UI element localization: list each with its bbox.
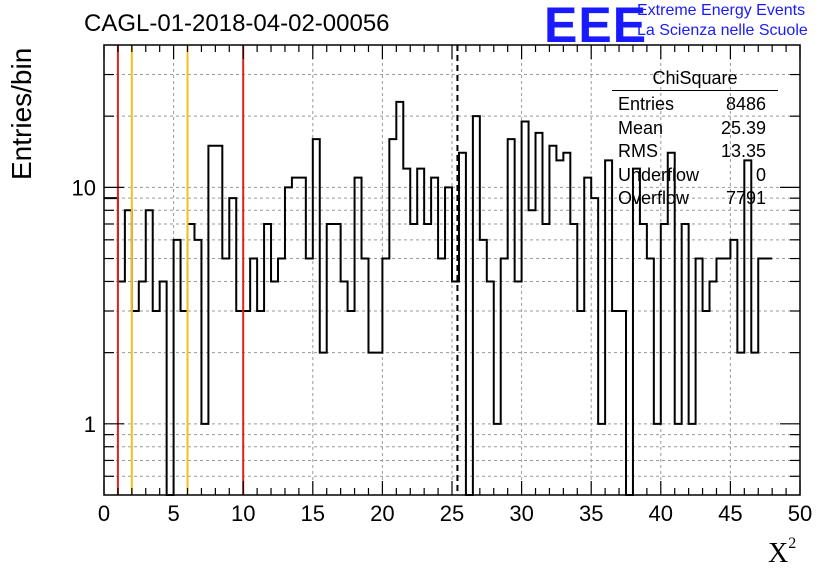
logo-text-line2: La Scienza nelle Scuole <box>637 22 808 39</box>
x-tick-label: 5 <box>167 501 179 526</box>
y-tick-label: 10 <box>72 175 96 200</box>
y-axis-label: Entries/bin <box>6 47 37 180</box>
logo-text-line1: Extreme Energy Events <box>637 2 806 19</box>
eee-logo: EEE <box>544 0 648 53</box>
x-tick-label: 50 <box>788 501 812 526</box>
histogram-line <box>104 100 773 496</box>
stats-row-rms: RMS 13.35 <box>618 141 766 161</box>
x-tick-label: 25 <box>440 501 464 526</box>
x-tick-label: 40 <box>649 501 673 526</box>
x-tick-label: 15 <box>301 501 325 526</box>
x-tick-label: 45 <box>718 501 742 526</box>
x-tick-label: 0 <box>98 501 110 526</box>
x-axis-label: X2 <box>768 534 797 569</box>
x-tick-label: 20 <box>370 501 394 526</box>
stats-row-overflow: Overflow 7791 <box>618 188 766 208</box>
chart-title: CAGL-01-2018-04-02-00056 <box>84 10 390 37</box>
stats-row-entries: Entries 8486 <box>618 94 766 114</box>
x-tick-label: 35 <box>579 501 603 526</box>
stats-title: ChiSquare <box>612 68 778 91</box>
x-tick-label: 30 <box>509 501 533 526</box>
stats-box: ChiSquare Entries 8486 Mean 25.39 RMS 13.35… <box>612 68 778 211</box>
y-tick-label: 1 <box>84 412 96 437</box>
stats-row-mean: Mean 25.39 <box>618 117 766 138</box>
x-tick-label: 10 <box>231 501 255 526</box>
stats-row-underflow: Underflow 0 <box>618 164 766 185</box>
